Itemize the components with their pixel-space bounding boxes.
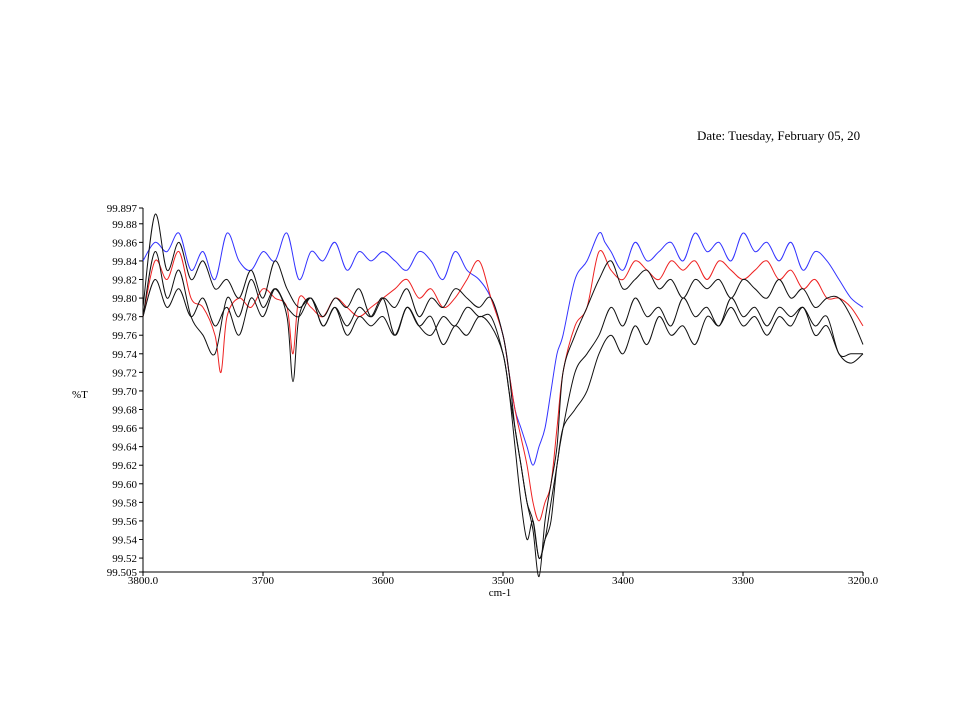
y-tick-label: 99.62 — [112, 460, 137, 472]
x-tick-label: 3700 — [252, 575, 275, 587]
y-tick-label: 99.64 — [112, 442, 137, 454]
x-axis-label: cm-1 — [489, 587, 512, 599]
chart-ticks: 99.505 99.52 99.54 99.56 99.58 99.60 99.62 99.6… — [107, 203, 879, 587]
x-tick-label: 3800.0 — [128, 575, 159, 587]
y-tick-label: 99.60 — [112, 479, 137, 491]
y-tick-label: 99.76 — [112, 330, 137, 342]
x-tick-label: 3200.0 — [848, 575, 879, 587]
chart-series — [142, 213, 864, 578]
series-line-2 — [142, 249, 864, 522]
y-tick-label: 99.66 — [112, 423, 137, 435]
x-tick-label: 3300 — [732, 575, 755, 587]
x-tick-label: 3600 — [372, 575, 395, 587]
y-tick-label: 99.88 — [112, 219, 137, 231]
y-tick-label: 99.505 — [107, 567, 138, 579]
y-tick-label: 99.82 — [112, 275, 137, 287]
x-tick-label: 3500 — [492, 575, 515, 587]
y-tick-label: 99.84 — [112, 256, 137, 268]
y-tick-label: 99.74 — [112, 349, 137, 361]
date-text: Date: Tuesday, February 05, 20 — [697, 128, 861, 143]
chart-axes — [142, 208, 863, 573]
series-line-1 — [142, 231, 864, 466]
y-tick-label: 99.52 — [112, 553, 137, 565]
y-tick-label: 99.70 — [112, 386, 137, 398]
series-line-3 — [142, 213, 864, 578]
y-tick-label: 99.56 — [112, 516, 137, 528]
x-tick-label: 3400 — [612, 575, 635, 587]
y-tick-label: 99.86 — [112, 237, 137, 249]
y-tick-label: 99.54 — [112, 535, 137, 547]
y-axis-label: %T — [72, 389, 88, 401]
y-tick-label: 99.68 — [112, 405, 137, 417]
y-tick-label: 99.72 — [112, 367, 137, 379]
series-line-5 — [142, 278, 864, 560]
y-tick-label: 99.897 — [107, 203, 138, 215]
y-tick-label: 99.80 — [112, 293, 137, 305]
y-tick-label: 99.58 — [112, 497, 137, 509]
y-tick-label: 99.78 — [112, 312, 137, 324]
